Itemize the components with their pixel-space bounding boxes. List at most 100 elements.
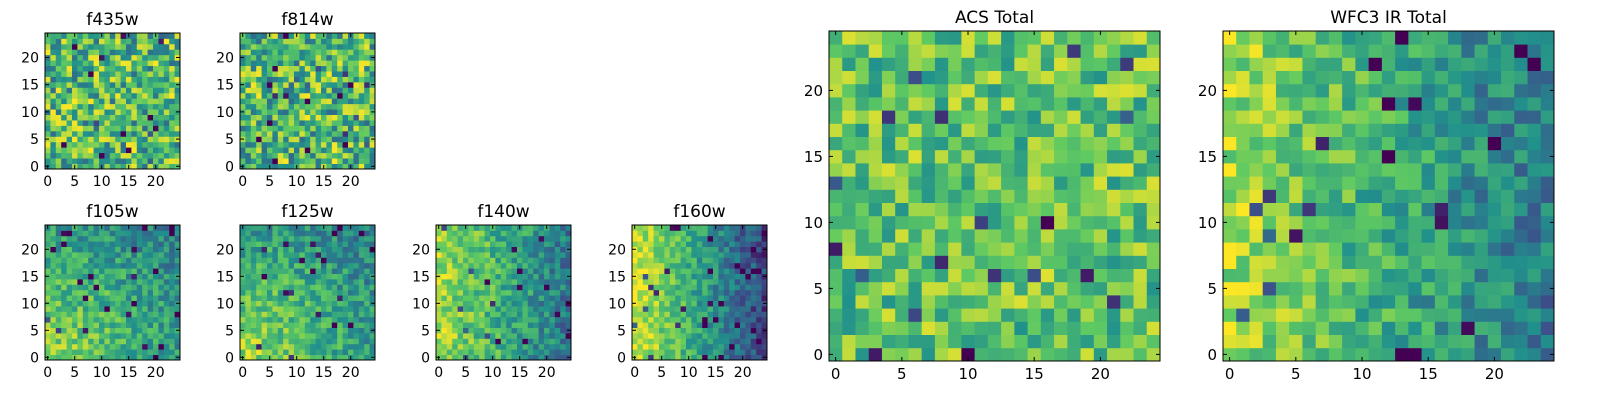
heatmap-cell bbox=[310, 136, 316, 142]
heatmap-cell bbox=[121, 279, 127, 285]
heatmap-cell bbox=[1054, 123, 1068, 137]
heatmap-cell bbox=[348, 230, 354, 236]
heatmap-cell bbox=[256, 333, 262, 339]
heatmap-cell bbox=[278, 241, 284, 247]
heatmap-cell bbox=[305, 241, 311, 247]
heatmap-cell bbox=[948, 84, 962, 98]
heatmap-cell bbox=[72, 98, 78, 104]
heatmap-cell bbox=[1094, 71, 1108, 85]
heatmap-cell bbox=[332, 349, 338, 355]
heatmap-cell bbox=[56, 38, 62, 44]
heatmap-cell bbox=[1316, 321, 1330, 335]
heatmap-cell bbox=[99, 333, 105, 339]
heatmap-cell bbox=[512, 333, 518, 339]
heatmap-cell bbox=[648, 311, 654, 317]
heatmap-cell bbox=[67, 241, 73, 247]
heatmap-cell bbox=[474, 338, 480, 344]
heatmap-cell bbox=[61, 158, 67, 164]
heatmap-cell bbox=[1461, 282, 1475, 296]
heatmap-cell bbox=[316, 93, 322, 99]
heatmap-cell bbox=[83, 98, 89, 104]
heatmap-cell bbox=[348, 115, 354, 121]
heatmap-cell bbox=[648, 317, 654, 323]
heatmap-cell bbox=[1302, 150, 1316, 164]
heatmap-cell bbox=[104, 120, 110, 126]
heatmap-cell bbox=[348, 66, 354, 72]
heatmap-cell bbox=[975, 71, 989, 85]
heatmap-cell bbox=[1316, 255, 1330, 269]
heatmap-cell bbox=[479, 247, 485, 253]
heatmap-cell bbox=[94, 49, 100, 55]
heatmap-cell bbox=[670, 328, 676, 334]
heatmap-cell bbox=[169, 268, 175, 274]
heatmap-cell bbox=[490, 322, 496, 328]
heatmap-cell bbox=[1329, 242, 1343, 256]
heatmap-cell bbox=[104, 71, 110, 77]
heatmap-cell bbox=[1067, 71, 1081, 85]
heatmap-cell bbox=[158, 33, 164, 39]
heatmap-cell bbox=[441, 349, 447, 355]
heatmap-cell bbox=[121, 236, 127, 242]
heatmap-cell bbox=[512, 268, 518, 274]
heatmap-cell bbox=[555, 274, 561, 280]
heatmap-cell bbox=[735, 338, 741, 344]
heatmap-cell bbox=[153, 257, 159, 263]
heatmap-cell bbox=[104, 60, 110, 66]
heatmap-cell bbox=[294, 236, 300, 242]
heatmap-cell bbox=[115, 109, 121, 115]
heatmap-cell bbox=[121, 131, 127, 137]
heatmap-cell bbox=[94, 87, 100, 93]
heatmap-cell bbox=[756, 230, 762, 236]
heatmap-cell bbox=[740, 274, 746, 280]
heatmap-cell bbox=[359, 60, 365, 66]
heatmap-cell bbox=[1528, 335, 1542, 349]
heatmap-cell bbox=[348, 301, 354, 307]
heatmap-cell bbox=[272, 158, 278, 164]
heatmap-cell bbox=[1435, 203, 1449, 217]
heatmap-cell bbox=[110, 104, 116, 110]
heatmap-cell bbox=[452, 322, 458, 328]
heatmap-cell bbox=[348, 247, 354, 253]
heatmap-cell bbox=[364, 55, 370, 61]
heatmap-cell bbox=[262, 125, 268, 131]
heatmap-cell bbox=[305, 136, 311, 142]
heatmap-cell bbox=[142, 147, 148, 153]
heatmap-cell bbox=[332, 344, 338, 350]
heatmap-cell bbox=[153, 274, 159, 280]
heatmap-cell bbox=[1488, 255, 1502, 269]
heatmap-cell bbox=[1001, 335, 1015, 349]
heatmap-cell bbox=[539, 338, 545, 344]
heatmap-cell bbox=[1541, 203, 1555, 217]
heatmap-cell bbox=[283, 338, 289, 344]
heatmap-cell bbox=[495, 252, 501, 258]
heatmap-cell bbox=[321, 274, 327, 280]
heatmap-cell bbox=[882, 255, 896, 269]
heatmap-cell bbox=[517, 274, 523, 280]
heatmap-cell bbox=[131, 98, 137, 104]
heatmap-cell bbox=[50, 306, 56, 312]
heatmap-cell bbox=[359, 153, 365, 159]
heatmap-cell bbox=[104, 257, 110, 263]
heatmap-cell bbox=[321, 131, 327, 137]
heatmap-cell bbox=[1342, 189, 1356, 203]
heatmap-cell bbox=[110, 322, 116, 328]
heatmap-cell bbox=[110, 252, 116, 258]
heatmap-cell bbox=[637, 290, 643, 296]
heatmap-cell bbox=[829, 321, 843, 335]
heatmap-cell bbox=[664, 236, 670, 242]
heatmap-cell bbox=[922, 295, 936, 309]
heatmap-cell bbox=[283, 268, 289, 274]
heatmap-cell bbox=[528, 317, 534, 323]
heatmap-cell bbox=[158, 49, 164, 55]
heatmap-cell bbox=[164, 263, 170, 269]
heatmap-cell bbox=[289, 136, 295, 142]
heatmap-cell bbox=[654, 263, 660, 269]
heatmap-cell bbox=[240, 147, 246, 153]
heatmap-cell bbox=[110, 236, 116, 242]
heatmap-cell bbox=[72, 290, 78, 296]
heatmap-cell bbox=[326, 115, 332, 121]
heatmap-cell bbox=[240, 125, 246, 131]
heatmap-cell bbox=[332, 295, 338, 301]
heatmap-cell bbox=[50, 131, 56, 137]
